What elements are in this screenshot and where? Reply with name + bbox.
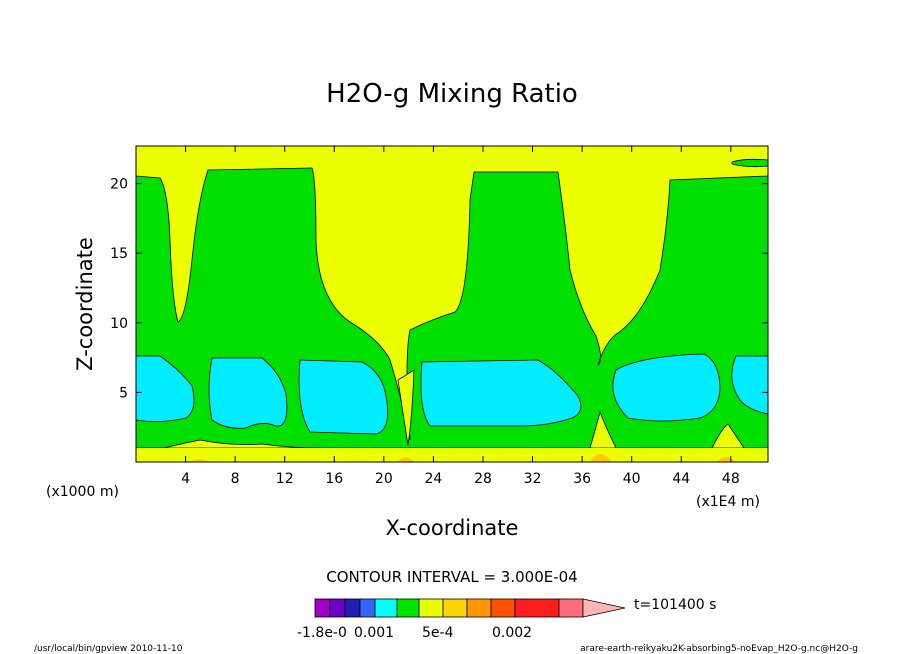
x-tick-label: 20: [375, 471, 393, 487]
x-tick-label: 4: [181, 471, 190, 487]
colorbar-swatch: [396, 598, 420, 618]
colorbar-label: 0.002: [492, 625, 532, 641]
yellow-valley-2: [589, 410, 617, 449]
x-tick-label: 24: [424, 471, 442, 487]
cyan-core-3: [298, 359, 389, 435]
orange-spot-1: [190, 459, 210, 462]
x-tick-label: 12: [276, 471, 294, 487]
x-tick-label: 44: [672, 471, 690, 487]
y-tick-label: 15: [110, 246, 128, 262]
x-tick-label: 32: [524, 471, 542, 487]
colorbar-swatch: [329, 598, 346, 618]
y-axis: 5 10 15 20: [110, 177, 768, 401]
x-axis-label: X-coordinate: [386, 516, 519, 540]
colorbar-swatch: [314, 598, 331, 618]
yellow-valley-3: [711, 423, 745, 449]
contour-interval: CONTOUR INTERVAL = 3.000E-04: [326, 568, 577, 586]
colorbar-swatch: [514, 598, 560, 618]
colorbar-swatch: [466, 598, 492, 618]
yellow-valley-center: [397, 369, 415, 446]
colorbar-arrow: [582, 598, 626, 618]
x-unit-right: (x1E4 m): [696, 494, 760, 510]
x-axis: 4 8 12 16 20 24 28 32 36 40 44 48: [181, 146, 740, 487]
colorbar-label: 0.001: [354, 625, 394, 641]
orange-spot-3: [590, 454, 612, 462]
cyan-core-2: [208, 357, 288, 429]
colorbar-label: -1.8e-0: [297, 625, 347, 641]
colorbar-swatch: [558, 598, 584, 618]
yellow-bottom-strip: [136, 448, 768, 462]
x-tick-label: 16: [325, 471, 343, 487]
orange-spot-2: [398, 457, 414, 462]
y-axis-label: Z-coordinate: [73, 237, 97, 371]
x-tick-label: 8: [231, 471, 240, 487]
cyan-core-6: [731, 355, 769, 415]
colorbar-swatch: [344, 598, 361, 618]
plot-frame: [135, 145, 769, 463]
colorbar-labels: -1.8e-0 0.001 5e-4 0.002: [297, 625, 532, 641]
x-tick-label: 28: [474, 471, 492, 487]
colorbar-swatch: [442, 598, 468, 618]
colorbar-swatch: [490, 598, 516, 618]
cyan-core-1: [135, 355, 195, 422]
cyan-core-4: [420, 359, 582, 427]
colorbar-swatch: [359, 598, 376, 618]
time-label: t=101400 s: [634, 597, 716, 613]
green-region: [135, 167, 769, 449]
plot-area: [135, 145, 769, 463]
y-tick-label: 10: [110, 316, 128, 332]
colorbar-swatch: [374, 598, 398, 618]
chart-title: H2O-g Mixing Ratio: [326, 79, 578, 109]
x-tick-label: 36: [573, 471, 591, 487]
x-tick-label: 48: [722, 471, 740, 487]
y-tick-label: 20: [110, 177, 128, 193]
colorbar: [314, 598, 626, 618]
x-unit-left: (x1000 m): [46, 484, 119, 500]
footer-left: /usr/local/bin/gpview 2010-11-10: [34, 644, 183, 654]
colorbar-swatch: [418, 598, 444, 618]
cyan-core-5: [612, 353, 721, 422]
y-tick-label: 5: [119, 385, 128, 401]
footer-right: arare-earth-reikyaku2K-absorbing5-noEvap…: [580, 644, 858, 654]
x-tick-label: 40: [623, 471, 641, 487]
colorbar-label: 5e-4: [422, 625, 454, 641]
